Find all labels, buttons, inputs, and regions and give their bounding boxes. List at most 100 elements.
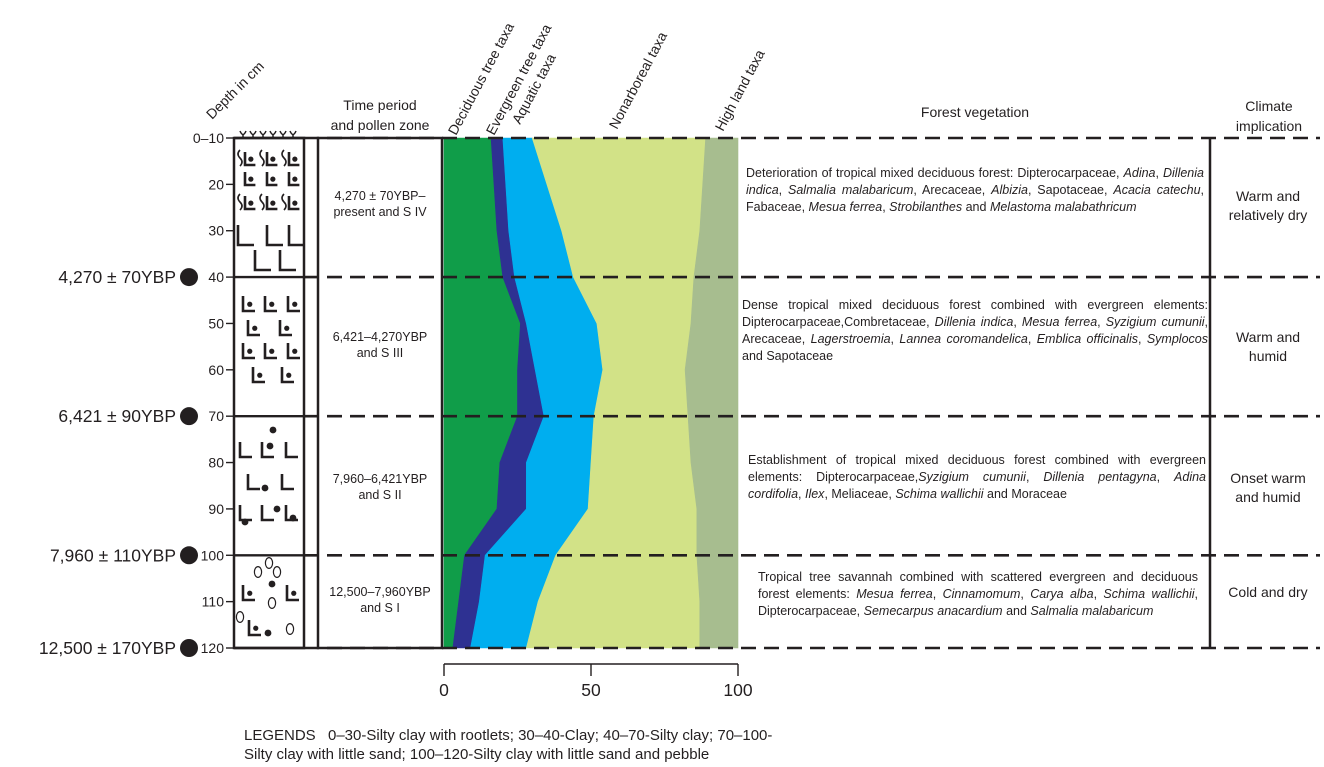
series-label-deciduous: Deciduous tree taxa bbox=[445, 20, 518, 138]
lithology-clay-symbol bbox=[243, 152, 256, 167]
lithology-sand-dot bbox=[269, 426, 277, 434]
lithology-clay-symbol bbox=[243, 172, 256, 187]
lithology-dot bbox=[247, 301, 253, 307]
date-dot bbox=[180, 546, 198, 565]
date-label: 4,270 ± 70YBP bbox=[58, 267, 176, 287]
lithology-dot bbox=[292, 348, 298, 354]
vegetation-text-segment: and bbox=[1002, 604, 1031, 618]
lithology-rootlet-symbol bbox=[237, 193, 243, 211]
depth-tick-label: 60 bbox=[208, 362, 224, 378]
vegetation-text-segment: , bbox=[1156, 470, 1175, 484]
lithology-clay-symbol bbox=[241, 296, 255, 313]
lithology-dot bbox=[269, 348, 275, 354]
vegetation-text-segment: , bbox=[1155, 166, 1163, 180]
lithology-dot bbox=[286, 372, 292, 378]
vegetation-text-segment: , bbox=[1093, 587, 1104, 601]
lithology-clay-symbol bbox=[286, 343, 300, 360]
lithology-dot bbox=[270, 176, 276, 182]
legend: LEGENDS 0–30-Silty clay with rootlets; 30… bbox=[244, 726, 1244, 764]
lithology-clay-symbol bbox=[287, 225, 305, 247]
taxon-name: Mesua ferrea bbox=[808, 200, 883, 214]
forest-vegetation-header: Forest vegetation bbox=[921, 104, 1029, 120]
taxon-name: Dillenia pentagyna bbox=[1043, 470, 1157, 484]
climate-s1-line1: Cold and dry bbox=[1228, 584, 1308, 600]
depth-tick-label: 30 bbox=[208, 223, 224, 239]
taxon-name: Syzigium cumunii bbox=[918, 470, 1026, 484]
lithology-clay-symbol bbox=[284, 442, 298, 459]
vegetation-text-segment: , bbox=[778, 183, 789, 197]
zone-period-s2-line2: and S II bbox=[358, 488, 402, 502]
climate-s4: Warm and relatively dry bbox=[1212, 187, 1324, 225]
vegetation-text-segment: , Arecaceae, bbox=[913, 183, 992, 197]
vegetation-text-segment: , bbox=[1025, 470, 1044, 484]
lithology-clay-symbol bbox=[263, 343, 277, 360]
legend-text-line2: Silty clay with little sand; 100–120-Sil… bbox=[244, 746, 710, 763]
climate-header-line1: Climate bbox=[1245, 98, 1293, 114]
climate-s1: Cold and dry bbox=[1212, 583, 1324, 602]
taxon-name: Emblica officinalis bbox=[1036, 332, 1138, 346]
lithology-dot bbox=[252, 325, 258, 331]
lithology-clay-symbol bbox=[241, 343, 255, 360]
series-label-nonarboreal: Nonarboreal taxa bbox=[606, 29, 671, 132]
lithology-clay-symbol bbox=[286, 296, 300, 313]
lithology-dot bbox=[284, 325, 290, 331]
lithology-pebble bbox=[285, 622, 295, 635]
vegetation-text-segment: and Sapotaceae bbox=[742, 349, 834, 363]
zone-period-s3-line1: 6,421–4,270YBP bbox=[332, 330, 428, 344]
vegetation-text-segment: , bbox=[1137, 332, 1147, 346]
date-dot bbox=[180, 407, 198, 426]
zone-period-s4-line2: present and S IV bbox=[333, 205, 427, 219]
vegetation-text-segment: , bbox=[890, 332, 900, 346]
vegetation-text-s4: Deterioration of tropical mixed deciduou… bbox=[746, 165, 1204, 216]
zone-boundaries bbox=[234, 136, 1320, 650]
vegetation-text-segment: , Meliaceae, bbox=[824, 487, 896, 501]
taxon-name: Strobilanthes bbox=[889, 200, 963, 214]
lithology-clay-symbol bbox=[265, 152, 278, 167]
vegetation-text-segment: Establishment of tropical mixed deciduou… bbox=[748, 453, 1206, 484]
lithology-pebble bbox=[253, 565, 263, 578]
taxon-name: Lannea coromandelica bbox=[899, 332, 1028, 346]
lithology-dot bbox=[291, 590, 297, 596]
lithology-rootlet-symbol bbox=[259, 193, 265, 211]
lithology-dot bbox=[248, 176, 254, 182]
zone-period-s1: 12,500–7,960YBP and S I bbox=[318, 584, 442, 616]
lithology-sand-dot bbox=[273, 505, 281, 513]
vegetation-text-segment: , Arecaceae, bbox=[742, 315, 1209, 346]
depth-tick-label: 110 bbox=[202, 594, 225, 610]
vegetation-text-s1: Tropical tree savannah combined with sca… bbox=[758, 569, 1198, 620]
lithology-clay-symbol bbox=[265, 225, 283, 247]
climate-s4-line2: relatively dry bbox=[1228, 207, 1308, 223]
vegetation-text-segment: , bbox=[1097, 315, 1106, 329]
date-dot bbox=[180, 268, 198, 287]
taxon-name: Schima wallichii bbox=[1103, 587, 1195, 601]
date-label: 6,421 ± 90YBP bbox=[58, 406, 176, 426]
depth-tick-label: 90 bbox=[208, 501, 224, 517]
zone-period-s4-line1: 4,270 ± 70YBP– bbox=[334, 189, 426, 203]
zone-period-s1-line1: 12,500–7,960YBP bbox=[329, 585, 431, 599]
taxon-name: Salmalia malabaricum bbox=[1030, 604, 1154, 618]
depth-tick-label: 20 bbox=[208, 176, 224, 192]
zone-period-s3: 6,421–4,270YBP and S III bbox=[318, 329, 442, 361]
lithology-clay-symbol bbox=[287, 172, 300, 187]
vegetation-text-segment: and Moraceae bbox=[983, 487, 1067, 501]
taxon-name: Adina cordifolia bbox=[748, 470, 1207, 501]
vegetation-text-segment: , Dipterocarpaceae, bbox=[758, 587, 1199, 618]
lithology-rootlet-symbol bbox=[237, 149, 243, 167]
depth-tick-label: 80 bbox=[208, 455, 224, 471]
depth-tick-label: 120 bbox=[201, 640, 225, 656]
lithology-rootlet-symbol bbox=[281, 149, 287, 167]
vegetation-text-segment: , bbox=[882, 200, 890, 214]
lithology-clay-symbol bbox=[260, 442, 274, 459]
climate-s3-line2: humid bbox=[1248, 348, 1288, 364]
lithology-sand-dot bbox=[268, 580, 276, 588]
vegetation-text-segment: Tropical tree savannah combined with sca… bbox=[758, 570, 1198, 601]
vegetation-text-segment: Deterioration of tropical mixed deciduou… bbox=[746, 166, 1124, 180]
taxon-name: Adina bbox=[1123, 166, 1156, 180]
lithology-dot bbox=[270, 156, 276, 162]
depth-tick-label: 0–10 bbox=[193, 130, 224, 146]
time-period-header-line2: and pollen zone bbox=[331, 117, 430, 133]
lithology-clay-symbol bbox=[263, 296, 277, 313]
vegetation-text-segment: , Sapotaceae, bbox=[1027, 183, 1114, 197]
climate-s4-line1: Warm and bbox=[1235, 188, 1301, 204]
lithology-dot bbox=[270, 200, 276, 206]
